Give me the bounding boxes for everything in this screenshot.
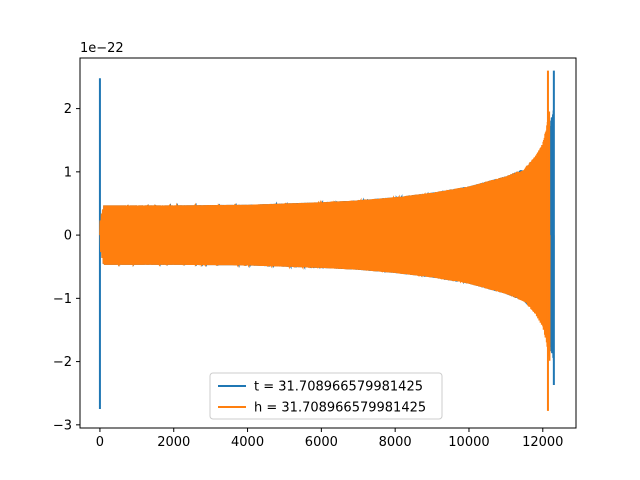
y-tick-label: 0 — [64, 229, 72, 244]
x-tick-label: 4000 — [231, 435, 264, 450]
x-tick-label: 12000 — [522, 435, 563, 450]
legend-label: h = 31.708966579981425 — [254, 401, 426, 416]
y-offset-label: 1e−22 — [80, 41, 124, 56]
x-tick-label: 2000 — [157, 435, 190, 450]
legend-box — [209, 372, 443, 420]
y-tick-label: −1 — [53, 292, 72, 307]
x-tick-label: 10000 — [448, 435, 489, 450]
series-line — [99, 111, 551, 361]
y-tick-label: 1 — [64, 165, 72, 180]
series-layer — [98, 70, 555, 411]
legend-label: t = 31.708966579981425 — [254, 380, 423, 395]
axes-layer: 0 2000 4000 6000 8000 10000 12000 −3 −2 −1 0 1 2 — [53, 57, 577, 450]
y-tick-label: −2 — [53, 355, 72, 370]
x-tick-label: 0 — [96, 435, 104, 450]
axes-frame — [79, 57, 577, 429]
legend: t = 31.708966579981425 h = 31.70896657998… — [209, 372, 443, 420]
y-tick-label: −3 — [53, 418, 72, 433]
series-2 — [99, 70, 551, 411]
x-tick-label: 6000 — [305, 435, 338, 450]
x-tick-label: 8000 — [379, 435, 412, 450]
y-tick-label: 2 — [64, 102, 72, 117]
